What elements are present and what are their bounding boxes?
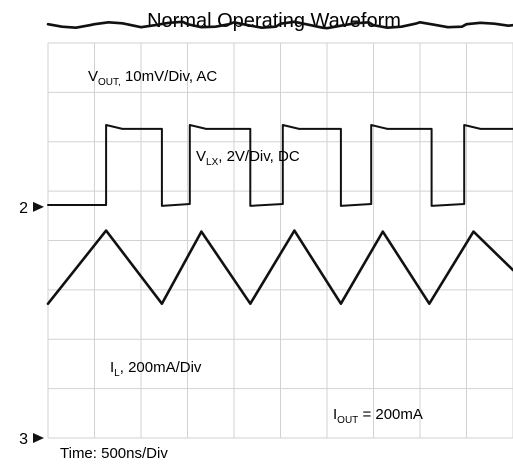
x-axis-label: Time: 500ns/Div (60, 445, 168, 462)
series-label-vlx: VLX, 2V/Div, DC (196, 148, 300, 168)
series-label-vout: VOUT, 10mV/Div, AC (88, 68, 217, 88)
chart-title: Normal Operating Waveform (147, 10, 401, 32)
condition-label: IOUT = 200mA (333, 406, 423, 426)
series-line-vlx (47, 124, 513, 207)
traces (46, 20, 513, 306)
channel-marker-label: 3 (19, 431, 28, 448)
grid (47, 42, 513, 439)
channel-markers: 23 (19, 200, 44, 448)
series-line-il (46, 229, 513, 306)
channel-marker-arrow-icon (33, 433, 44, 443)
series-line-vout (46, 20, 513, 30)
channel-marker-label: 2 (19, 200, 28, 217)
series-label-il: IL, 200mA/Div (110, 359, 202, 379)
channel-marker-arrow-icon (33, 201, 44, 212)
